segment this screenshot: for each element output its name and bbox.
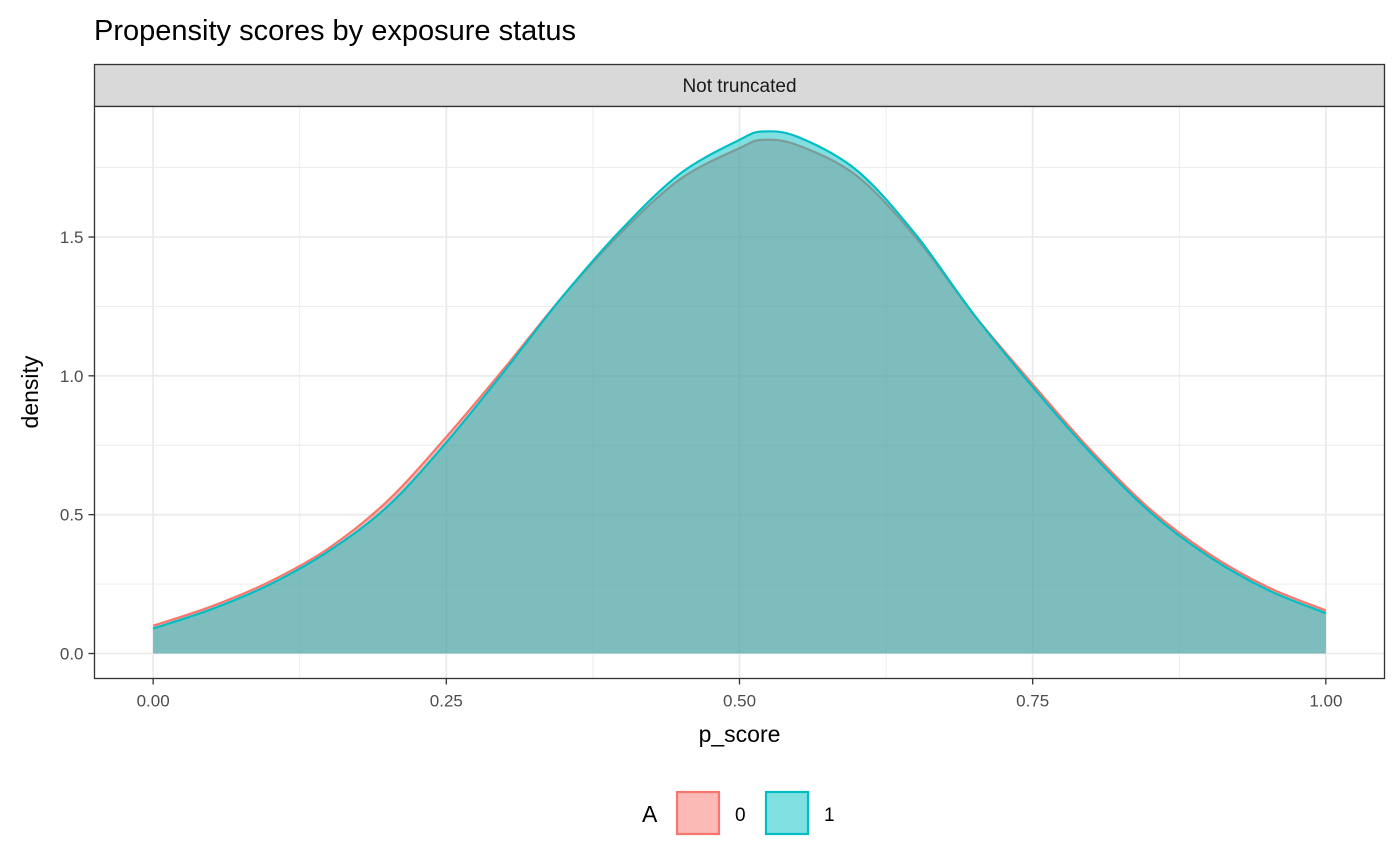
x-tick-label: 0.25 [430, 692, 463, 711]
facet-strip [93, 63, 1386, 108]
legend-key-1 [764, 790, 810, 836]
y-tick-label: 0.5 [60, 506, 84, 525]
x-tick-label: 0.50 [723, 692, 756, 711]
axes: 0.00 0.25 0.50 0.75 1.00 0.0 0.5 1.0 1.5 [60, 228, 1343, 710]
y-tick-label: 0.0 [60, 645, 84, 664]
density-area-1 [153, 131, 1326, 654]
legend-title: A [642, 801, 658, 827]
facet-strip-label: Not truncated [682, 76, 796, 97]
density-line-1 [152, 130, 1327, 630]
legend-label-0: 0 [735, 805, 746, 826]
chart-title: Propensity scores by exposure status [94, 15, 576, 47]
y-axis-title: density [17, 355, 43, 428]
y-tick-label: 1.5 [60, 228, 84, 247]
x-axis-title: p_score [699, 721, 781, 747]
y-tick-label: 1.0 [60, 367, 84, 386]
legend-key-0 [675, 790, 721, 836]
legend: A 0 1 [642, 790, 835, 836]
legend-label-1: 1 [824, 805, 835, 826]
x-tick-label: 1.00 [1309, 692, 1342, 711]
x-tick-label: 0.75 [1016, 692, 1049, 711]
x-tick-label: 0.00 [137, 692, 170, 711]
density-areas [152, 130, 1327, 654]
